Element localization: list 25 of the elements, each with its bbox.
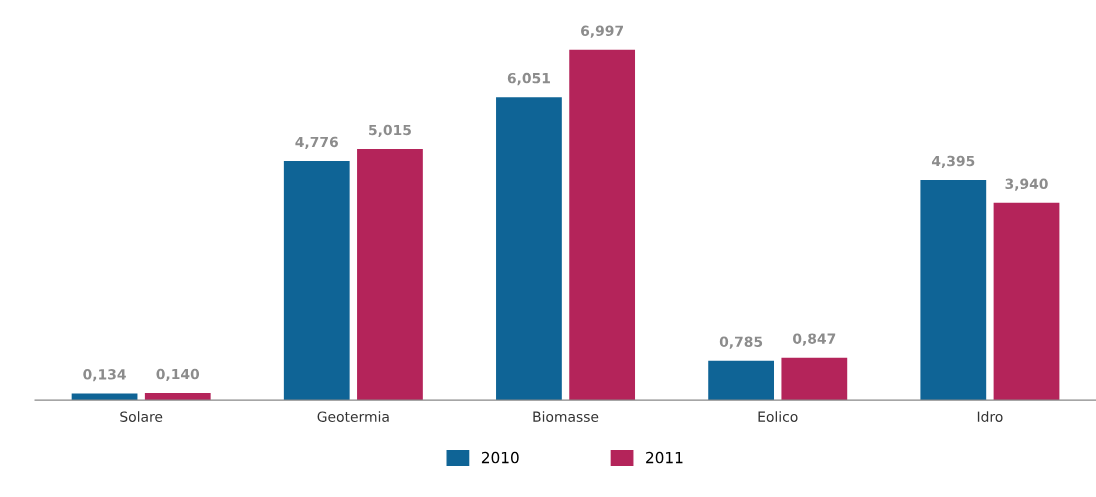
data-label: 0,140	[156, 368, 200, 382]
x-tick-label: Biomasse	[533, 411, 599, 422]
bar	[708, 360, 775, 401]
bar	[781, 357, 848, 401]
bar	[920, 180, 987, 401]
legend-label: 2011	[646, 451, 683, 464]
x-tick-label: Idro	[977, 411, 1003, 422]
bar	[496, 97, 562, 401]
x-tick-label: Geotermia	[317, 411, 389, 422]
data-label: 5,015	[369, 124, 411, 138]
bar	[993, 202, 1060, 401]
data-label: 0,785	[719, 336, 763, 349]
data-label: 0,847	[793, 333, 836, 346]
data-label: 0,134	[83, 369, 126, 382]
x-tick-label: Solare	[120, 411, 163, 422]
data-label: 6,997	[581, 25, 623, 38]
bar	[357, 149, 423, 401]
x-tick-label: Eolico	[758, 411, 798, 422]
data-label: 6,051	[507, 72, 550, 86]
data-label: 4,776	[295, 136, 338, 149]
bar	[283, 161, 350, 401]
legend-label: 2010	[481, 451, 519, 464]
bar	[569, 49, 636, 401]
data-label: 3,940	[1005, 178, 1048, 191]
data-label: 4,395	[931, 155, 975, 169]
